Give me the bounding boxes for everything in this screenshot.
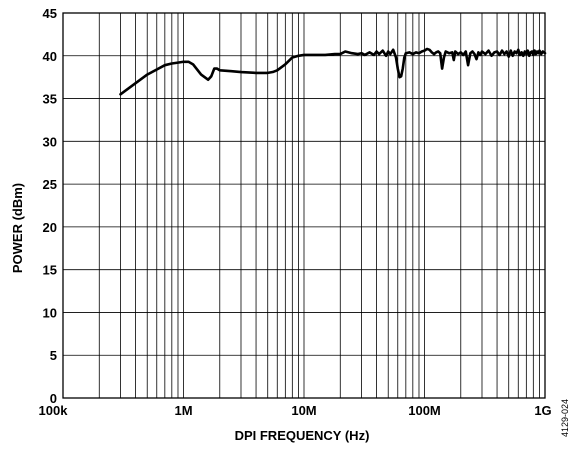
- y-tick-label: 45: [43, 6, 57, 21]
- x-axis-title: DPI FREQUENCY (Hz): [235, 428, 370, 443]
- x-tick-label: 100M: [408, 403, 441, 418]
- x-tick-label: 10M: [291, 403, 316, 418]
- power-series-line: [119, 47, 547, 96]
- y-tick-label: 15: [43, 263, 57, 278]
- y-axis-title: POWER (dBm): [10, 183, 25, 273]
- y-tick-label: 35: [43, 92, 57, 107]
- y-tick-label: 5: [50, 348, 57, 363]
- x-tick-label: 1M: [174, 403, 192, 418]
- figure-id: 4129-024: [560, 399, 570, 437]
- y-tick-labels: 0 5 10 15 20 25 30 35 40 45: [43, 6, 57, 406]
- y-tick-label: 10: [43, 305, 57, 320]
- plot-area-frame: [62, 12, 546, 399]
- x-tick-labels: 100k 1M 10M 100M 1G: [39, 403, 552, 418]
- y-tick-label: 25: [43, 177, 57, 192]
- y-tick-label: 0: [50, 391, 57, 406]
- y-tick-label: 20: [43, 220, 57, 235]
- y-tick-label: 30: [43, 134, 57, 149]
- x-tick-label: 100k: [39, 403, 69, 418]
- x-tick-label: 1G: [534, 403, 551, 418]
- grid: [63, 13, 545, 398]
- y-tick-label: 40: [43, 49, 57, 64]
